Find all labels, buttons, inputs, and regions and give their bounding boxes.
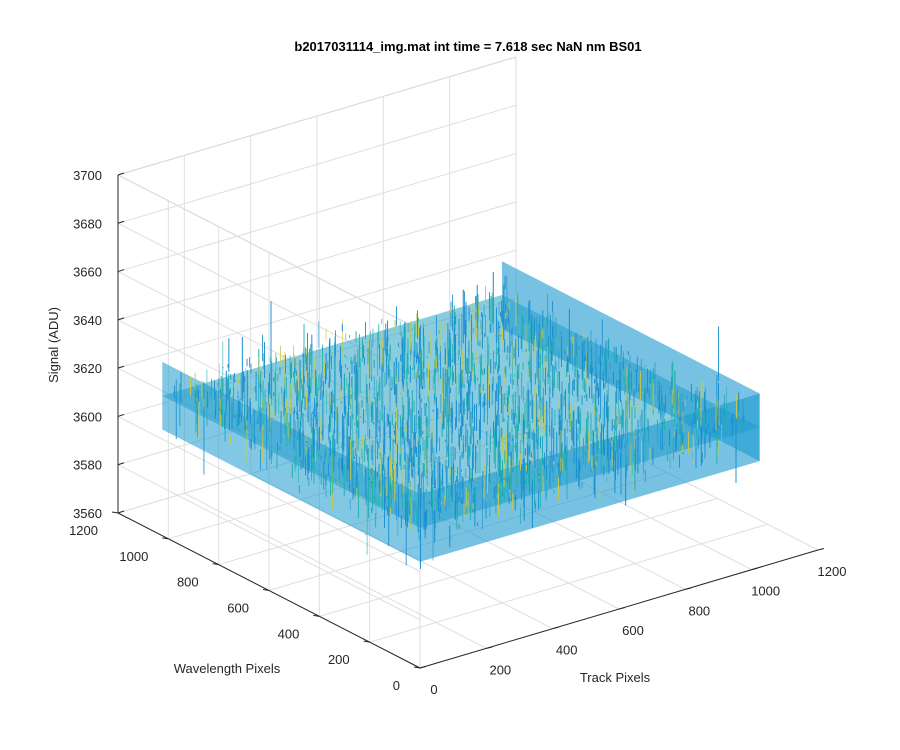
wall-right-grid-horizontal bbox=[117, 104, 517, 224]
floor-grid-y bbox=[319, 497, 718, 617]
surface-left-face bbox=[162, 361, 420, 562]
floor-grid-y bbox=[369, 523, 768, 643]
surface-mesh bbox=[162, 261, 760, 569]
wall-left-grid-horizontal bbox=[117, 464, 421, 621]
surface-front-face bbox=[420, 393, 760, 562]
wall-right-grid-horizontal bbox=[117, 56, 517, 176]
wall-right-grid-horizontal bbox=[117, 201, 517, 321]
wall-right-grid-horizontal bbox=[117, 153, 517, 273]
wall-left-grid-horizontal bbox=[117, 415, 421, 572]
wall-right-grid-horizontal bbox=[117, 249, 517, 369]
wall-left-grid-horizontal bbox=[117, 174, 421, 331]
